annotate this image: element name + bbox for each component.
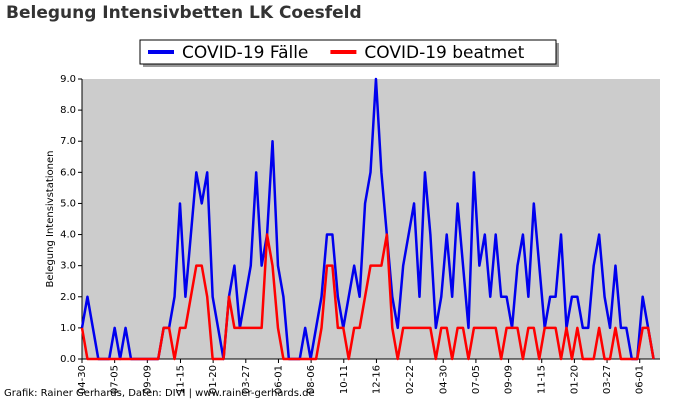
x-tick-label: 06-01 — [273, 365, 284, 394]
x-tick-label: 01-20 — [208, 365, 219, 394]
x-tick-label: 03-27 — [241, 365, 252, 394]
x-tick-label: 11-15 — [175, 365, 186, 394]
x-tick-label: 07-05 — [471, 365, 482, 394]
y-tick-label: 7.0 — [60, 136, 76, 147]
x-tick-label: 01-20 — [569, 365, 580, 394]
y-tick-label: 1.0 — [60, 323, 76, 334]
y-tick-label: 2.0 — [60, 292, 76, 303]
x-tick-label: 07-05 — [110, 365, 121, 394]
y-tick-label: 3.0 — [60, 261, 76, 272]
y-tick-label: 9.0 — [60, 74, 76, 85]
x-tick-label: 12-16 — [371, 365, 382, 394]
x-tick-label: 02-22 — [405, 365, 416, 394]
y-tick-label: 0.0 — [60, 354, 76, 365]
x-tick-label: 03-27 — [602, 365, 613, 394]
y-tick-label: 5.0 — [60, 198, 76, 209]
y-tick-label: 8.0 — [60, 105, 76, 116]
x-tick-label: 08-06 — [306, 365, 317, 394]
x-tick-label: 04-30 — [77, 365, 88, 394]
series-line — [80, 233, 655, 361]
x-tick-label: 09-09 — [504, 365, 515, 394]
series-line — [80, 77, 655, 361]
plot-area — [82, 79, 660, 359]
x-tick-label: 11-15 — [537, 365, 548, 394]
y-tick-label: 6.0 — [60, 167, 76, 178]
legend-label: COVID-19 Fälle — [182, 43, 308, 63]
x-tick-label: 06-01 — [635, 365, 646, 394]
y-axis-label: Belegung Intensivstationen — [45, 150, 56, 287]
chart-title: Belegung Intensivbetten LK Coesfeld — [6, 3, 362, 23]
legend-label: COVID-19 beatmet — [364, 43, 524, 63]
footer: Grafik: Rainer Gerhards, Daten: DIVI | w… — [4, 388, 315, 399]
x-tick-label: 04-30 — [438, 365, 449, 394]
y-tick-label: 4.0 — [60, 230, 76, 241]
x-tick-label: 09-09 — [142, 365, 153, 394]
x-tick-label: 10-11 — [339, 365, 350, 394]
